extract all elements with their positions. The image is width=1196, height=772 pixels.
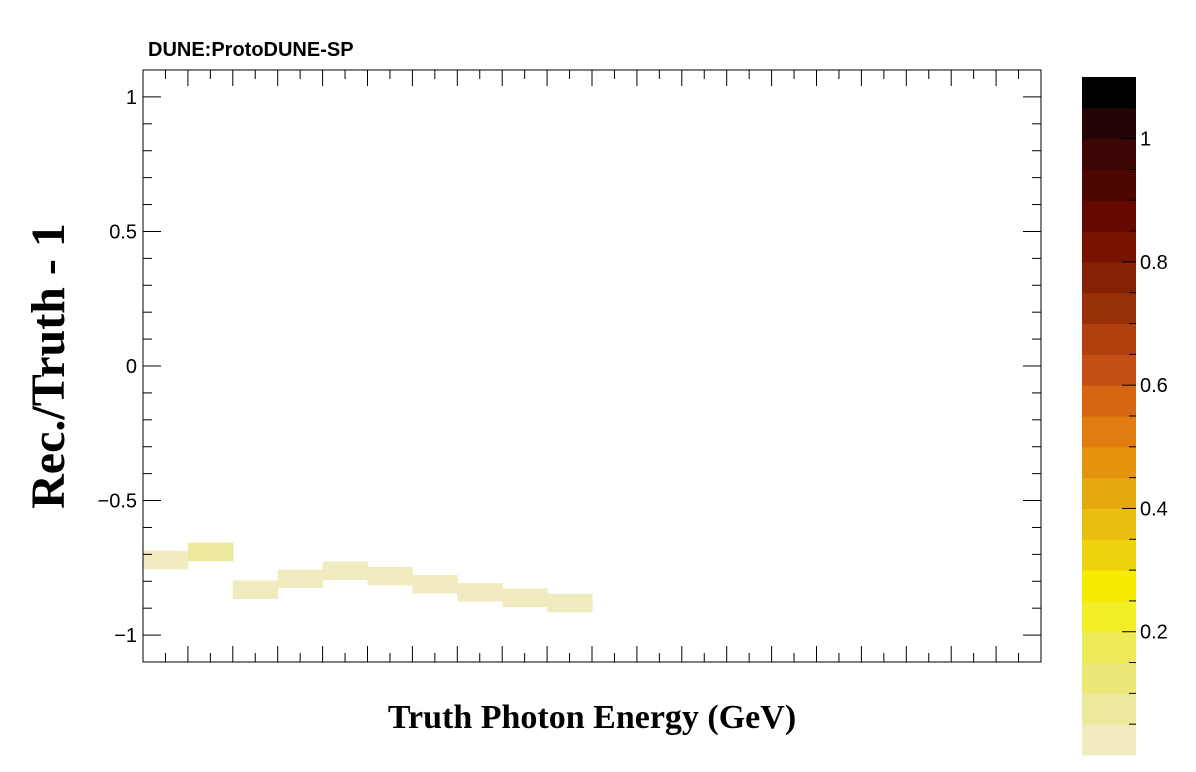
y-axis: 1 0.5 0 −0.5 −1: [98, 69, 1041, 663]
color-scale-label: 0.2: [1140, 622, 1168, 644]
color-scale-swatch: [1082, 570, 1136, 602]
color-scale-swatch: [1082, 169, 1136, 201]
color-scale-label: 0.6: [1140, 375, 1168, 397]
y-tick-label: 1: [126, 87, 137, 109]
color-scale-swatch: [1082, 354, 1136, 386]
heatmap-cell: [502, 588, 548, 607]
color-scale-swatch: [1082, 477, 1136, 509]
color-scale-swatch: [1082, 539, 1136, 571]
y-axis-title: Rec./Truth - 1: [22, 223, 75, 509]
color-scale-axis: 1 0.8 0.6 0.4 0.2: [1122, 107, 1168, 725]
heatmap-cell: [457, 583, 503, 602]
color-scale-swatch: [1082, 724, 1136, 756]
heatmap-cell: [367, 566, 413, 586]
color-scale-swatch: [1082, 231, 1136, 263]
color-scale-swatch: [1082, 631, 1136, 664]
experiment-label: DUNE:ProtoDUNE-SP: [148, 39, 354, 61]
y-tick-label: −0.5: [98, 491, 137, 513]
heatmap-cell: [412, 574, 458, 594]
color-scale-swatch: [1082, 662, 1136, 694]
color-scale-swatch: [1082, 600, 1136, 633]
color-scale-swatch: [1082, 385, 1136, 417]
color-scale-swatch: [1082, 416, 1136, 448]
heatmap-cell: [187, 542, 234, 562]
color-scale-swatch: [1082, 292, 1136, 325]
color-scale-label: 0.4: [1140, 498, 1168, 520]
heatmap-cells: [143, 542, 593, 613]
color-scale-swatch: [1082, 261, 1136, 294]
color-scale-swatch: [1082, 77, 1136, 109]
color-scale-swatch: [1082, 693, 1136, 725]
color-scale-swatch: [1082, 107, 1136, 140]
color-scale-swatch: [1082, 446, 1136, 479]
x-axis-ticks: [142, 70, 1042, 662]
heatmap-cell: [547, 593, 593, 613]
color-scale-swatch: [1082, 508, 1136, 540]
color-scale-label: 1: [1140, 129, 1151, 151]
color-scale-swatch: [1082, 200, 1136, 232]
color-scale-label: 0.8: [1140, 252, 1168, 274]
heatmap-cell: [143, 550, 189, 570]
y-tick-label: −1: [114, 625, 137, 647]
heatmap-cell: [322, 561, 369, 581]
x-axis-title: Truth Photon Energy (GeV): [388, 699, 796, 736]
color-scale-bar: [1082, 77, 1136, 756]
color-scale-swatch: [1082, 323, 1136, 355]
heatmap-cell: [232, 580, 279, 599]
heatmap-cell: [277, 569, 324, 589]
y-tick-label: 0: [126, 356, 137, 378]
color-scale-swatch: [1082, 138, 1136, 170]
y-tick-label: 0.5: [109, 221, 137, 243]
